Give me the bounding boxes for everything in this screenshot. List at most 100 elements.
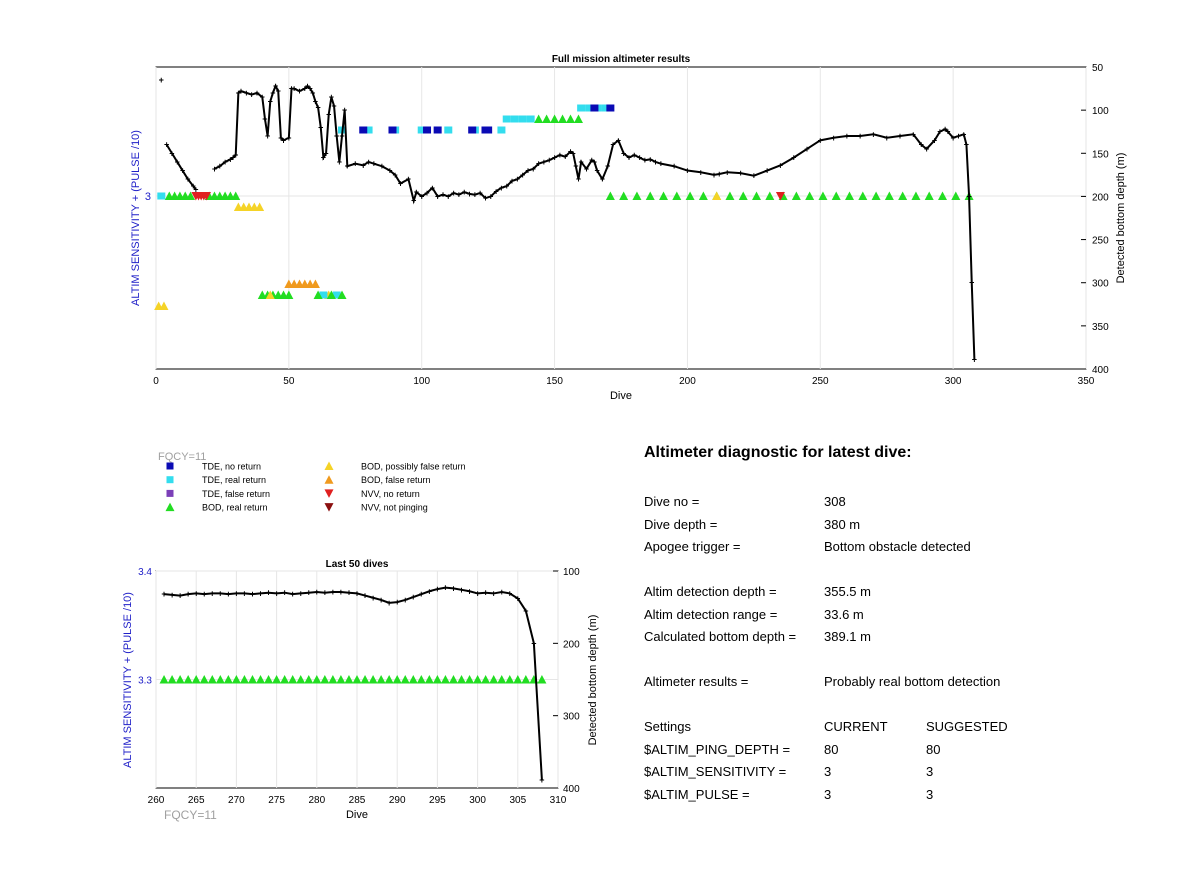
depth-point: +: [242, 588, 247, 598]
x-tick-label: 280: [308, 795, 325, 806]
marker-tde-real-return: [577, 104, 586, 112]
legend-label: NVV, not pinging: [361, 503, 428, 513]
marker-tde-no-return: [388, 126, 397, 134]
right-tick-label: 250: [1092, 236, 1109, 247]
marker-bod-real-return: [858, 191, 868, 200]
marker-bod-real-return: [791, 191, 801, 200]
marker-bod-real-return: [360, 675, 370, 684]
marker-bod-real-return: [951, 191, 961, 200]
depth-point: +: [403, 595, 408, 605]
settings-suggested: 3: [926, 764, 934, 779]
altimeter-diagnostic-panel: Altimeter diagnostic for latest dive: Di…: [644, 440, 1164, 802]
settings-key: $ALTIM_SENSITIVITY =: [644, 764, 787, 779]
marker-tde-no-return: [359, 126, 368, 134]
depth-point: +: [507, 588, 512, 598]
marker-bod-real-return: [165, 502, 175, 512]
marker-bod-real-return: [448, 675, 458, 684]
marker-bod-possibly-false-return: [159, 301, 169, 310]
x-tick-label: 250: [812, 376, 829, 387]
settings-key: $ALTIM_PULSE =: [644, 787, 750, 802]
x-tick-label: 100: [413, 376, 430, 387]
marker-bod-real-return: [392, 675, 402, 684]
depth-point: +: [427, 586, 432, 596]
depth-point: +: [539, 775, 544, 785]
depth-point: +: [186, 589, 191, 599]
settings-suggested: SUGGESTED: [926, 719, 1008, 734]
depth-point: +: [266, 588, 271, 598]
marker-bod-real-return: [416, 675, 426, 684]
marker-tde-no-return: [484, 126, 493, 134]
marker-tde-real-return: [319, 291, 328, 299]
settings-current: 3: [824, 764, 832, 779]
marker-bod-real-return: [911, 191, 921, 200]
left-tick-label: 3.4: [138, 567, 152, 578]
marker-tde-real-return: [166, 476, 174, 484]
right-tick-label: 300: [1092, 279, 1109, 290]
diagnostic-key: Altimeter results =: [644, 674, 749, 689]
diagnostic-key: Altim detection depth =: [644, 584, 777, 599]
full-mission-xlabel: Dive: [610, 390, 632, 402]
marker-bod-real-return: [924, 191, 934, 200]
marker-bod-real-return: [497, 675, 507, 684]
marker-nvv-not-pinging: [324, 503, 334, 512]
diagnostic-value: 355.5 m: [824, 584, 871, 599]
marker-bod-real-return: [871, 191, 881, 200]
full-mission-y2label: Detected bottom depth (m): [1115, 153, 1127, 284]
marker-nvv-no-return: [775, 192, 785, 201]
depth-point: +: [443, 583, 448, 593]
marker-bod-real-return: [337, 290, 347, 299]
marker-bod-real-return: [247, 675, 257, 684]
diagnostic-key: Altim detection range =: [644, 607, 778, 622]
marker-tde-real-return: [601, 104, 610, 112]
marker-bod-real-return: [845, 191, 855, 200]
marker-bod-real-return: [288, 675, 298, 684]
depth-point: +: [411, 592, 416, 602]
right-tick-label: 200: [1092, 192, 1109, 203]
depth-point: +: [169, 590, 174, 600]
right-tick-label: 350: [1092, 322, 1109, 333]
depth-point: +: [378, 595, 383, 605]
depth-point: +: [451, 583, 456, 593]
legend-label: TDE, false return: [202, 489, 270, 499]
x-tick-label: 300: [469, 795, 486, 806]
marker-bod-real-return: [619, 191, 629, 200]
right-tick-label: 200: [563, 639, 580, 650]
marker-bod-real-return: [505, 675, 515, 684]
depth-point: +: [282, 588, 287, 598]
depth-point: +: [161, 589, 166, 599]
marker-bod-real-return: [336, 675, 346, 684]
marker-bod-real-return: [884, 191, 894, 200]
depth-line: [163, 586, 543, 781]
depth-point: +: [435, 584, 440, 594]
x-tick-label: 270: [228, 795, 245, 806]
marker-bod-real-return: [199, 675, 209, 684]
full-mission-chart: 0 50 100 150 200 250 300 350 50 100 150 200 250 300 3…: [130, 54, 1127, 402]
marker-bod-real-return: [645, 191, 655, 200]
depth-point: +: [475, 588, 480, 598]
marker-bod-real-return: [215, 675, 225, 684]
full-mission-plot-area: [155, 66, 1087, 370]
marker-bod-real-return: [831, 191, 841, 200]
marker-bod-real-return: [938, 191, 948, 200]
full-mission-title: Full mission altimeter results: [552, 54, 691, 65]
marker-bod-real-return: [296, 675, 306, 684]
marker-bod-real-return: [368, 675, 378, 684]
marker-tde-false-return: [166, 489, 174, 497]
marker-tde-no-return: [468, 126, 477, 134]
marker-bod-possibly-false-return: [255, 202, 265, 211]
x-tick-label: 50: [283, 376, 295, 387]
depth-point: +: [354, 588, 359, 598]
x-tick-label: 150: [546, 376, 563, 387]
right-tick-label: 400: [1092, 365, 1109, 376]
marker-bod-real-return: [376, 675, 386, 684]
marker-bod-real-return: [818, 191, 828, 200]
marker-bod-real-return: [186, 191, 196, 200]
marker-bod-possibly-false-return: [265, 290, 275, 299]
marker-bod-real-return: [698, 191, 708, 200]
right-tick-label: 150: [1092, 149, 1109, 160]
x-tick-label: 310: [550, 795, 567, 806]
marker-nvv-no-return: [324, 489, 334, 498]
marker-tde-no-return: [590, 104, 599, 112]
depth-point: +: [531, 638, 536, 648]
right-tick-label: 400: [563, 784, 580, 795]
